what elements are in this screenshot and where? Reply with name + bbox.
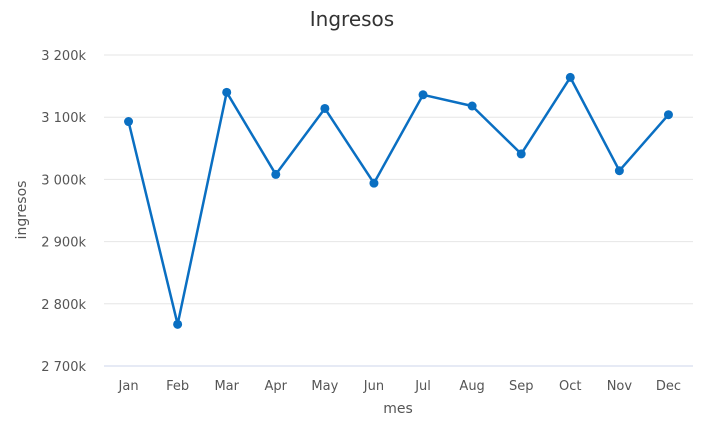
data-point[interactable] — [614, 166, 624, 176]
x-tick-label: Sep — [509, 379, 534, 394]
x-tick-label: Nov — [607, 379, 633, 394]
series-line — [127, 76, 670, 326]
y-axis-title: ingresos — [14, 181, 30, 240]
x-tick-label: Jun — [363, 379, 384, 394]
data-point[interactable] — [516, 149, 526, 159]
x-tick-label: Apr — [265, 379, 288, 394]
y-tick-label: 3 000k — [41, 173, 86, 188]
data-point[interactable] — [222, 87, 232, 97]
data-point[interactable] — [467, 101, 477, 111]
x-tick-label: Feb — [166, 379, 189, 394]
data-point[interactable] — [565, 72, 575, 82]
x-tick-label: Dec — [656, 379, 681, 394]
y-tick-label: 2 700k — [41, 360, 86, 375]
data-point[interactable] — [124, 117, 134, 127]
x-tick-label: Jan — [118, 379, 139, 394]
chart-title: Ingresos — [310, 7, 394, 31]
x-tick-label: Oct — [559, 379, 581, 394]
y-tick-label: 3 200k — [41, 49, 86, 64]
data-point[interactable] — [663, 110, 673, 120]
x-tick-label: May — [311, 379, 338, 394]
x-tick-label: Mar — [214, 379, 239, 394]
data-point[interactable] — [320, 103, 330, 113]
data-point[interactable] — [418, 90, 428, 100]
y-tick-label: 2 900k — [41, 236, 86, 251]
y-tick-label: 3 100k — [41, 111, 86, 126]
series-group — [124, 72, 673, 329]
data-point[interactable] — [173, 319, 183, 329]
y-axis-ticks: 3 200k 3 100k 3 000k 2 900k 2 800k 2 700k — [41, 49, 86, 375]
x-tick-label: Jul — [414, 379, 431, 394]
data-point[interactable] — [271, 169, 281, 179]
x-axis-ticks: Jan Feb Mar Apr May Jun Jul Aug Sep Oct Nov Dec — [118, 379, 682, 394]
gridlines — [104, 54, 693, 305]
y-tick-label: 2 800k — [41, 298, 86, 313]
x-axis-title: mes — [383, 401, 413, 417]
data-point[interactable] — [369, 178, 379, 188]
x-tick-label: Aug — [459, 379, 484, 394]
